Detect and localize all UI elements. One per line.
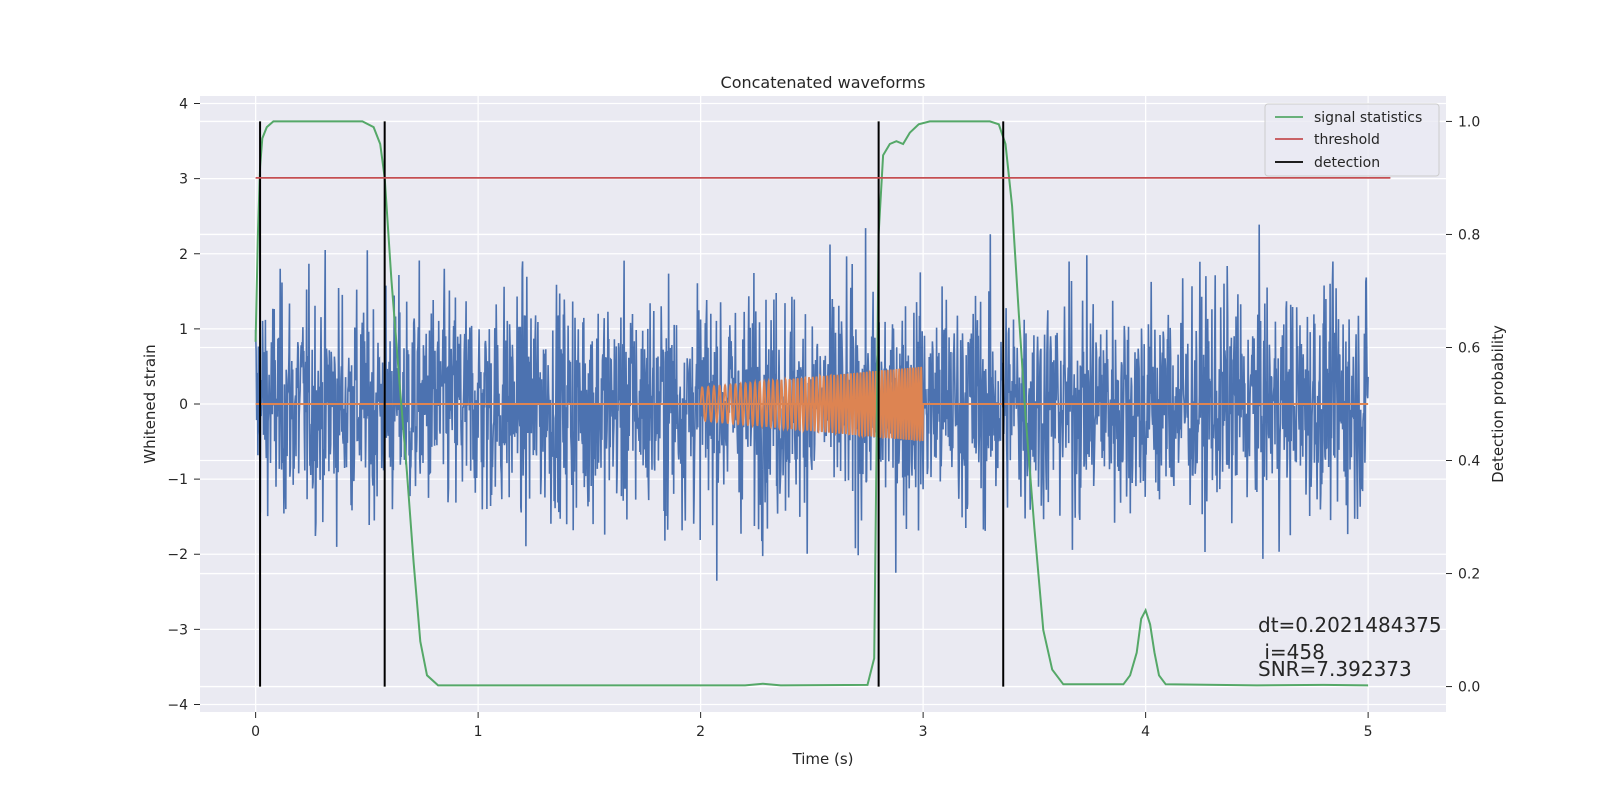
y2-tick-label: 1.0 bbox=[1458, 114, 1480, 130]
x-tick-label: 5 bbox=[1364, 724, 1373, 740]
y2-tick-label: 0.8 bbox=[1458, 227, 1480, 243]
legend-box bbox=[1264, 103, 1440, 177]
x-tick-label: 0 bbox=[251, 724, 260, 740]
y-tick-label: −3 bbox=[167, 622, 188, 638]
y2-tick-label: 0.2 bbox=[1458, 567, 1480, 583]
annotation-snr: SNR=7.392373 bbox=[1258, 657, 1412, 681]
legend-label-detection: detection bbox=[1314, 155, 1380, 171]
y2-axis-label: Detection probability bbox=[1489, 325, 1507, 483]
x-tick-label: 1 bbox=[474, 724, 483, 740]
y-tick-label: 4 bbox=[179, 97, 188, 113]
chart-title: Concatenated waveforms bbox=[721, 73, 926, 92]
y2-tick-label: 0.4 bbox=[1458, 454, 1480, 470]
y2-tick-label: 0.6 bbox=[1458, 340, 1480, 356]
y-tick-label: −4 bbox=[167, 697, 188, 713]
legend-label-threshold: threshold bbox=[1314, 132, 1380, 148]
annotation-dt: dt=0.2021484375 bbox=[1258, 613, 1442, 637]
x-tick-label: 4 bbox=[1141, 724, 1150, 740]
annotation-i: i=458 bbox=[1258, 640, 1325, 664]
plot-lines bbox=[254, 120, 1369, 687]
y2-tick-label: 0.0 bbox=[1458, 680, 1480, 696]
y-axis-label: Whitened strain bbox=[141, 344, 159, 463]
legend: signal statistics threshold detection bbox=[1264, 103, 1440, 177]
y-tick-label: 2 bbox=[179, 247, 188, 263]
strain-noise-line bbox=[254, 224, 1369, 581]
y-tick-label: −1 bbox=[167, 472, 188, 488]
y-tick-label: 0 bbox=[179, 397, 188, 413]
template-chirp bbox=[699, 366, 924, 442]
y-axis-left: −4 −3 −2 −1 0 1 2 3 4 bbox=[167, 97, 200, 713]
y-axis-right: 0.0 0.2 0.4 0.6 0.8 1.0 bbox=[1446, 114, 1480, 696]
y-tick-label: −2 bbox=[167, 547, 188, 563]
grid bbox=[200, 96, 1446, 712]
x-tick-label: 2 bbox=[696, 724, 705, 740]
legend-label-signal-statistics: signal statistics bbox=[1314, 110, 1422, 126]
y-tick-label: 3 bbox=[179, 172, 188, 188]
x-tick-label: 3 bbox=[919, 724, 928, 740]
x-axis-label: Time (s) bbox=[792, 750, 854, 768]
y-tick-label: 1 bbox=[179, 322, 188, 338]
x-axis: 0 1 2 3 4 5 bbox=[251, 712, 1373, 740]
